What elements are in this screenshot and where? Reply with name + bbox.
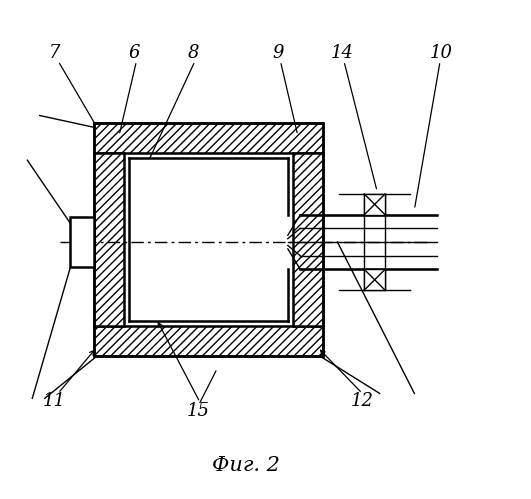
Text: 6: 6: [129, 44, 140, 62]
Bar: [71, 217, 95, 267]
Text: 14: 14: [331, 44, 354, 62]
Bar: [95, 123, 322, 153]
Text: 9: 9: [272, 44, 284, 62]
Text: Фиг. 2: Фиг. 2: [212, 456, 280, 475]
Text: 10: 10: [430, 44, 453, 62]
Bar: [129, 158, 288, 321]
Text: 15: 15: [187, 402, 210, 420]
Text: 7: 7: [49, 44, 61, 62]
Bar: [364, 269, 385, 290]
Bar: [95, 326, 322, 356]
Text: 8: 8: [188, 44, 199, 62]
Bar: [95, 123, 322, 356]
Bar: [95, 153, 124, 326]
Bar: [293, 153, 322, 326]
Bar: [364, 194, 385, 215]
Text: 11: 11: [43, 392, 66, 410]
Text: 12: 12: [351, 392, 374, 410]
